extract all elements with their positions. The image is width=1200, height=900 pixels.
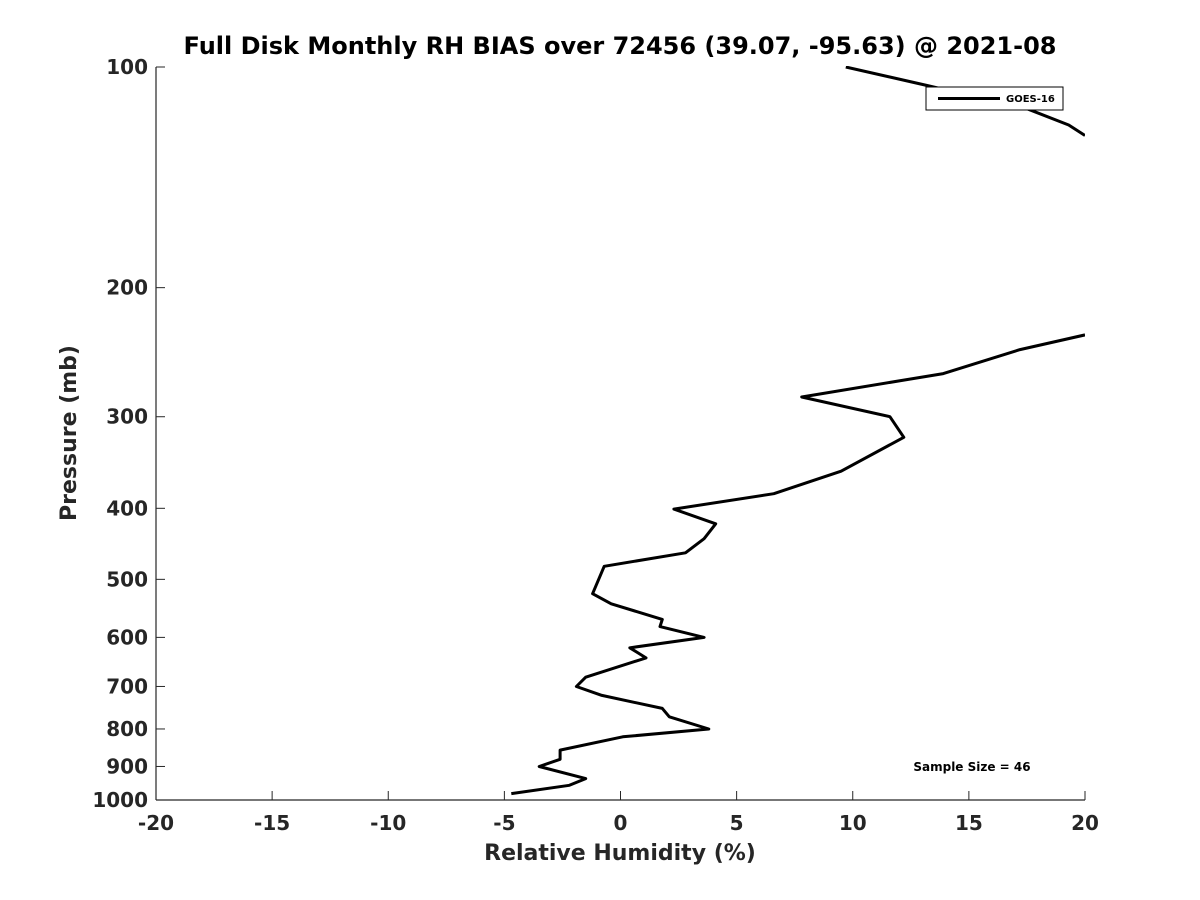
x-tick-label: 5 <box>730 811 744 835</box>
axes <box>155 67 1085 801</box>
y-tick-label: 300 <box>106 405 148 429</box>
x-tick-label: 20 <box>1071 811 1099 835</box>
y-tick-label: 900 <box>106 754 148 778</box>
y-axis-ticks: 100 200 300 400 500 600 700 800 900 1000 <box>92 55 165 812</box>
x-axis-ticks: -20 -15 -10 -5 0 5 10 15 20 <box>138 791 1099 835</box>
plot-area <box>511 66 1085 796</box>
sample-size-annotation: Sample Size = 46 <box>913 760 1030 774</box>
legend: GOES-16 <box>925 86 1064 111</box>
x-tick-label: 0 <box>614 811 628 835</box>
x-tick-label: -5 <box>493 811 515 835</box>
y-tick-label: 500 <box>106 567 148 591</box>
y-tick-label: 400 <box>106 496 148 520</box>
y-tick-label: 600 <box>106 625 148 649</box>
y-tick-label: 100 <box>106 55 148 79</box>
x-tick-label: -10 <box>370 811 406 835</box>
y-tick-label: 700 <box>106 674 148 698</box>
series-line-goes-16-segment-2 <box>511 333 1085 796</box>
y-axis-label: Pressure (mb) <box>57 345 82 521</box>
x-tick-label: 15 <box>955 811 983 835</box>
y-tick-label: 1000 <box>92 788 148 812</box>
chart-title: Full Disk Monthly RH BIAS over 72456 (39… <box>184 32 1057 60</box>
x-tick-label: -15 <box>254 811 290 835</box>
x-tick-label: -20 <box>138 811 174 835</box>
y-tick-label: 200 <box>106 276 148 300</box>
x-tick-label: 10 <box>839 811 867 835</box>
x-axis-label: Relative Humidity (%) <box>484 841 756 866</box>
y-tick-label: 800 <box>106 717 148 741</box>
legend-entry-goes-16: GOES-16 <box>1006 94 1055 105</box>
